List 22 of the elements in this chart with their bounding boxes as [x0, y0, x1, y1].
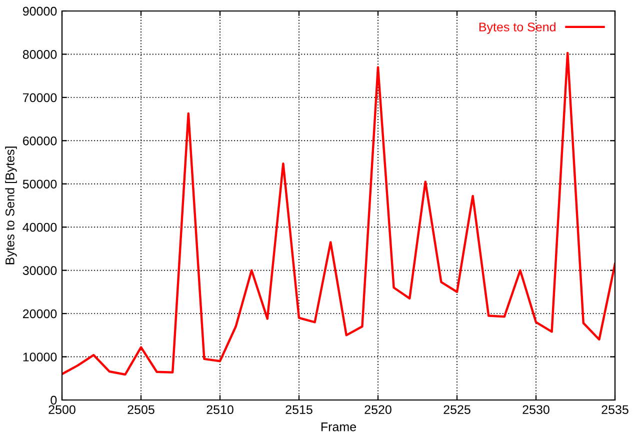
y-tick-label: 80000: [22, 50, 57, 59]
y-tick-label: 50000: [22, 180, 57, 189]
legend-label: Bytes to Send: [479, 22, 556, 34]
x-tick-label: 2520: [364, 405, 392, 414]
line-series: [62, 52, 615, 376]
y-tick-label: 30000: [22, 266, 57, 275]
y-tick-label: 10000: [23, 352, 57, 362]
y-tick-label: 60000: [23, 136, 57, 146]
x-tick-label: 2510: [206, 405, 234, 414]
y-tick-label: 40000: [22, 222, 57, 232]
y-tick-label: 90000: [22, 6, 57, 16]
x-tick-label: 2515: [286, 405, 312, 414]
y-tick-label: 20000: [23, 309, 57, 318]
x-tick-label: 2505: [128, 405, 154, 414]
y-tick-label: 0: [50, 396, 57, 405]
x-tick-label: 2525: [444, 405, 470, 414]
y-tick-label: 70000: [23, 93, 57, 102]
x-tick-label: 2530: [522, 405, 550, 414]
x-tick-label: 2535: [602, 405, 628, 414]
x-axis-title: Frame: [321, 422, 356, 432]
y-axis-title: Bytes to Send [Bytes]: [5, 146, 17, 264]
x-tick-label: 2500: [48, 405, 76, 414]
